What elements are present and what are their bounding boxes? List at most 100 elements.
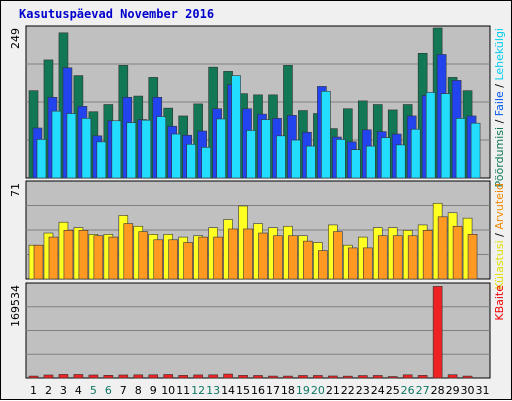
bar-kbytes-kbaite-day-16 xyxy=(253,375,263,379)
x-tick-day-18: 18 xyxy=(281,384,295,397)
bar-hits-lehekülgi-day-21 xyxy=(336,139,346,179)
bar-hits-lehekülgi-day-7 xyxy=(126,122,137,179)
panel-visits: 71 xyxy=(9,180,491,280)
legend-item-pöördumisi: Pöördumisi xyxy=(493,127,506,188)
bar-hits-lehekülgi-day-12 xyxy=(201,146,211,179)
legend-middle: Külastusi / Arvuteid xyxy=(493,183,506,290)
bar-hits-lehekülgi-day-11 xyxy=(186,143,196,179)
bar-kbytes-kbaite-day-22 xyxy=(343,375,353,379)
x-tick-day-9: 9 xyxy=(150,384,157,397)
bar-visits-arvuteid-day-21 xyxy=(333,231,343,280)
x-tick-day-3: 3 xyxy=(60,384,67,397)
x-tick-day-12: 12 xyxy=(191,384,205,397)
panel-hits: 249 xyxy=(9,25,491,179)
legend-separator: / xyxy=(493,81,506,92)
y-tick-label-hits: 249 xyxy=(9,28,22,49)
x-tick-day-2: 2 xyxy=(45,384,52,397)
legend-separator: / xyxy=(493,230,506,241)
bar-visits-arvuteid-day-17 xyxy=(273,235,283,280)
bar-visits-arvuteid-day-20 xyxy=(318,250,328,280)
legend-separator: / xyxy=(493,116,506,127)
bar-hits-lehekülgi-day-13 xyxy=(216,118,226,179)
bar-visits-arvuteid-day-10 xyxy=(168,239,179,280)
bar-kbytes-kbaite-day-4 xyxy=(73,374,84,379)
bar-visits-arvuteid-day-5 xyxy=(93,235,104,280)
bar-visits-arvuteid-day-1 xyxy=(33,244,44,280)
x-tick-day-29: 29 xyxy=(446,384,460,397)
x-tick-day-24: 24 xyxy=(371,384,385,397)
bar-visits-arvuteid-day-15 xyxy=(243,228,253,280)
bar-hits-lehekülgi-day-30 xyxy=(470,122,481,179)
x-tick-day-30: 30 xyxy=(461,384,475,397)
bar-hits-lehekülgi-day-15 xyxy=(246,130,256,179)
bar-visits-arvuteid-day-13 xyxy=(213,236,223,280)
bar-hits-lehekülgi-day-28 xyxy=(440,93,451,179)
bar-kbytes-kbaite-day-18 xyxy=(283,375,293,379)
bar-kbytes-kbaite-day-10 xyxy=(163,374,174,379)
x-tick-day-21: 21 xyxy=(326,384,340,397)
bar-visits-arvuteid-day-19 xyxy=(303,240,313,280)
bar-kbytes-kbaite-day-9 xyxy=(148,374,159,379)
x-tick-day-23: 23 xyxy=(356,384,370,397)
bar-hits-lehekülgi-day-17 xyxy=(276,135,286,179)
bar-kbytes-kbaite-day-6 xyxy=(103,375,114,379)
x-tick-day-7: 7 xyxy=(120,384,127,397)
bar-kbytes-kbaite-day-19 xyxy=(298,375,308,379)
x-tick-day-26: 26 xyxy=(401,384,415,397)
x-tick-day-16: 16 xyxy=(251,384,265,397)
bar-kbytes-kbaite-day-29 xyxy=(447,374,458,379)
x-tick-day-15: 15 xyxy=(236,384,250,397)
bar-kbytes-kbaite-day-17 xyxy=(268,375,278,379)
x-tick-day-5: 5 xyxy=(90,384,97,397)
y-tick-label-kbytes: 169534 xyxy=(9,285,22,327)
bar-visits-arvuteid-day-14 xyxy=(228,228,238,280)
bar-kbytes-kbaite-day-8 xyxy=(133,374,144,379)
bar-kbytes-kbaite-day-24 xyxy=(372,375,383,379)
bar-hits-lehekülgi-day-6 xyxy=(111,120,122,179)
bar-kbytes-kbaite-day-7 xyxy=(118,374,129,379)
bar-kbytes-kbaite-day-25 xyxy=(387,376,398,379)
bar-visits-arvuteid-day-29 xyxy=(452,225,463,280)
bar-kbytes-kbaite-day-27 xyxy=(417,375,428,379)
x-tick-day-14: 14 xyxy=(221,384,235,397)
bar-visits-arvuteid-day-27 xyxy=(422,230,433,280)
bar-hits-lehekülgi-day-20 xyxy=(321,90,331,179)
x-tick-day-20: 20 xyxy=(311,384,325,397)
bar-hits-lehekülgi-day-27 xyxy=(425,92,436,179)
bar-kbytes-kbaite-day-20 xyxy=(313,375,323,379)
legend-bottom: KBaite xyxy=(493,285,506,321)
bar-kbytes-kbaite-day-13 xyxy=(208,374,218,379)
bar-visits-arvuteid-day-28 xyxy=(437,216,448,280)
bar-visits-arvuteid-day-4 xyxy=(78,230,89,280)
bar-kbytes-kbaite-day-5 xyxy=(88,374,99,379)
bar-kbytes-kbaite-day-1 xyxy=(28,375,39,379)
bar-visits-arvuteid-day-22 xyxy=(348,247,358,280)
bar-kbytes-kbaite-day-2 xyxy=(43,374,54,379)
bar-visits-arvuteid-day-6 xyxy=(108,236,119,280)
bar-hits-lehekülgi-day-23 xyxy=(365,145,376,179)
bar-visits-arvuteid-day-8 xyxy=(138,231,149,280)
bar-hits-lehekülgi-day-25 xyxy=(395,144,406,179)
bar-visits-arvuteid-day-3 xyxy=(63,230,74,280)
bar-visits-arvuteid-day-16 xyxy=(258,232,268,280)
bar-visits-arvuteid-day-12 xyxy=(198,236,208,280)
bar-kbytes-kbaite-day-26 xyxy=(402,374,413,379)
legend-item-külastusi: Külastusi xyxy=(493,240,506,289)
x-tick-day-13: 13 xyxy=(206,384,220,397)
x-tick-day-28: 28 xyxy=(431,384,445,397)
bar-hits-lehekülgi-day-29 xyxy=(455,118,466,179)
bar-kbytes-kbaite-day-3 xyxy=(58,374,69,379)
y-tick-label-visits: 71 xyxy=(9,183,22,197)
legend-item-faile: Faile xyxy=(493,91,506,116)
bar-hits-lehekülgi-day-18 xyxy=(291,139,301,179)
legend-item-arvuteid: Arvuteid xyxy=(493,183,506,230)
bar-visits-arvuteid-day-24 xyxy=(377,235,388,280)
bar-visits-arvuteid-day-25 xyxy=(392,235,403,280)
bar-visits-arvuteid-day-23 xyxy=(362,247,373,280)
bar-kbytes-kbaite-day-11 xyxy=(178,375,188,379)
x-tick-day-1: 1 xyxy=(30,384,37,397)
bar-kbytes-kbaite-day-21 xyxy=(328,375,338,379)
bar-hits-lehekülgi-day-19 xyxy=(306,145,316,179)
